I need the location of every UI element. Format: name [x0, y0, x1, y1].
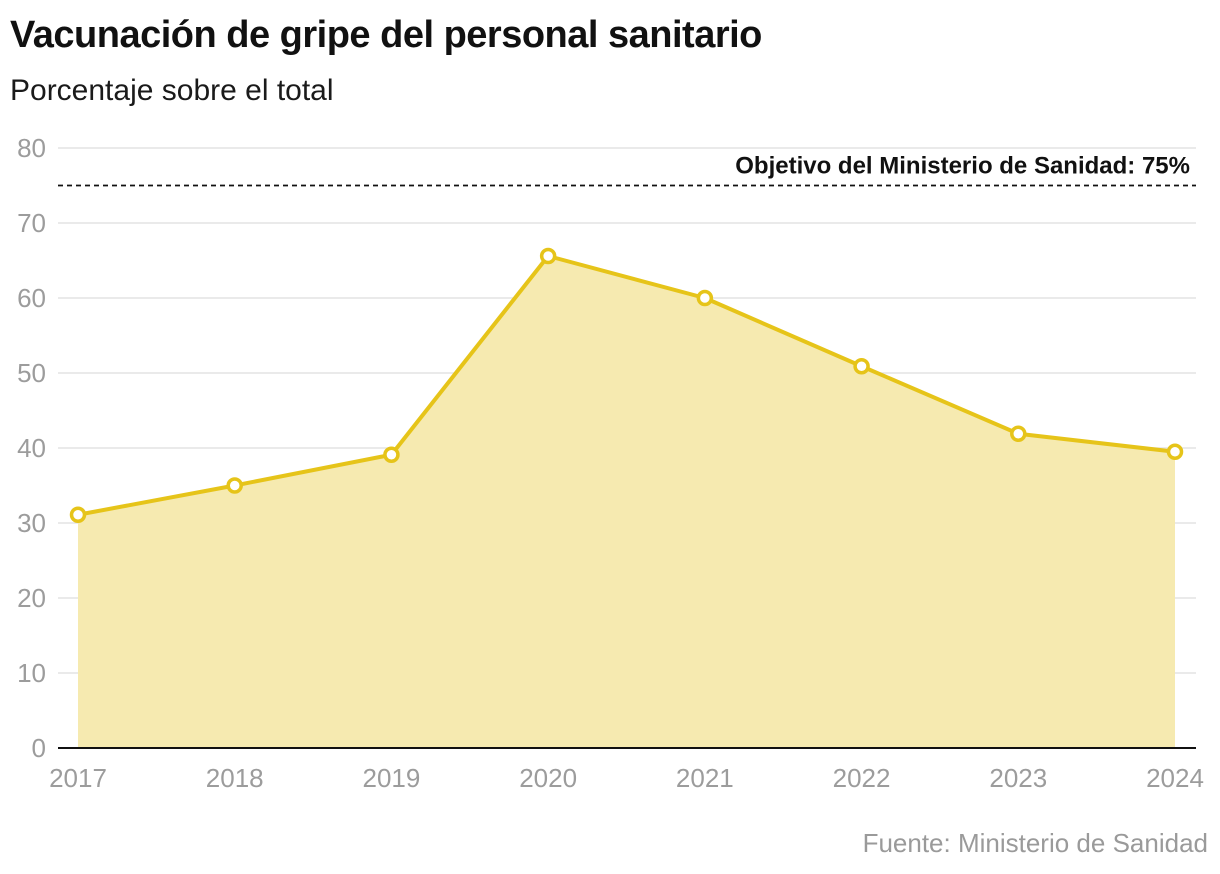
- y-tick-label-50: 50: [17, 358, 46, 388]
- x-tick-label-2019: 2019: [363, 763, 421, 793]
- x-tick-label-2021: 2021: [676, 763, 734, 793]
- y-tick-label-80: 80: [17, 133, 46, 163]
- y-axis: 0 10 20 30 40 50 60 70 80: [17, 133, 46, 763]
- data-point-2020: [539, 247, 557, 265]
- area-fill: [78, 256, 1175, 748]
- x-tick-label-2024: 2024: [1146, 763, 1204, 793]
- y-tick-label-10: 10: [17, 658, 46, 688]
- y-tick-label-0: 0: [32, 733, 46, 763]
- target-reference: Objetivo del Ministerio de Sanidad: 75%: [58, 153, 1196, 187]
- data-point-2019: [383, 446, 400, 463]
- chart-title: Vacunación de gripe del personal sanitar…: [10, 14, 762, 56]
- y-tick-label-70: 70: [17, 208, 46, 238]
- y-tick-label-60: 60: [17, 283, 46, 313]
- data-point-2021: [696, 289, 714, 307]
- chart-subtitle: Porcentaje sobre el total: [10, 74, 334, 107]
- series-line-layer: [69, 247, 1184, 523]
- area-fill-layer: [58, 256, 1196, 749]
- x-axis: 2017 2018 2019 2020 2021 2022 2023 2024: [49, 763, 1204, 793]
- source-note: Fuente: Ministerio de Sanidad: [862, 828, 1208, 858]
- data-point-2024: [1166, 443, 1184, 460]
- target-label: Objetivo del Ministerio de Sanidad: 75%: [735, 153, 1190, 180]
- x-tick-label-2018: 2018: [206, 763, 264, 793]
- y-tick-label-30: 30: [17, 508, 46, 538]
- series-line: [76, 254, 1177, 517]
- y-tick-label-40: 40: [17, 433, 46, 463]
- x-tick-label-2020: 2020: [519, 763, 577, 793]
- data-point-2022: [853, 358, 870, 375]
- x-tick-label-2022: 2022: [833, 763, 891, 793]
- data-point-2018: [226, 477, 243, 494]
- data-point-2017: [69, 506, 87, 523]
- y-tick-label-20: 20: [17, 583, 46, 613]
- data-point-2023: [1010, 425, 1027, 442]
- x-tick-label-2017: 2017: [49, 763, 107, 793]
- x-tick-label-2023: 2023: [989, 763, 1047, 793]
